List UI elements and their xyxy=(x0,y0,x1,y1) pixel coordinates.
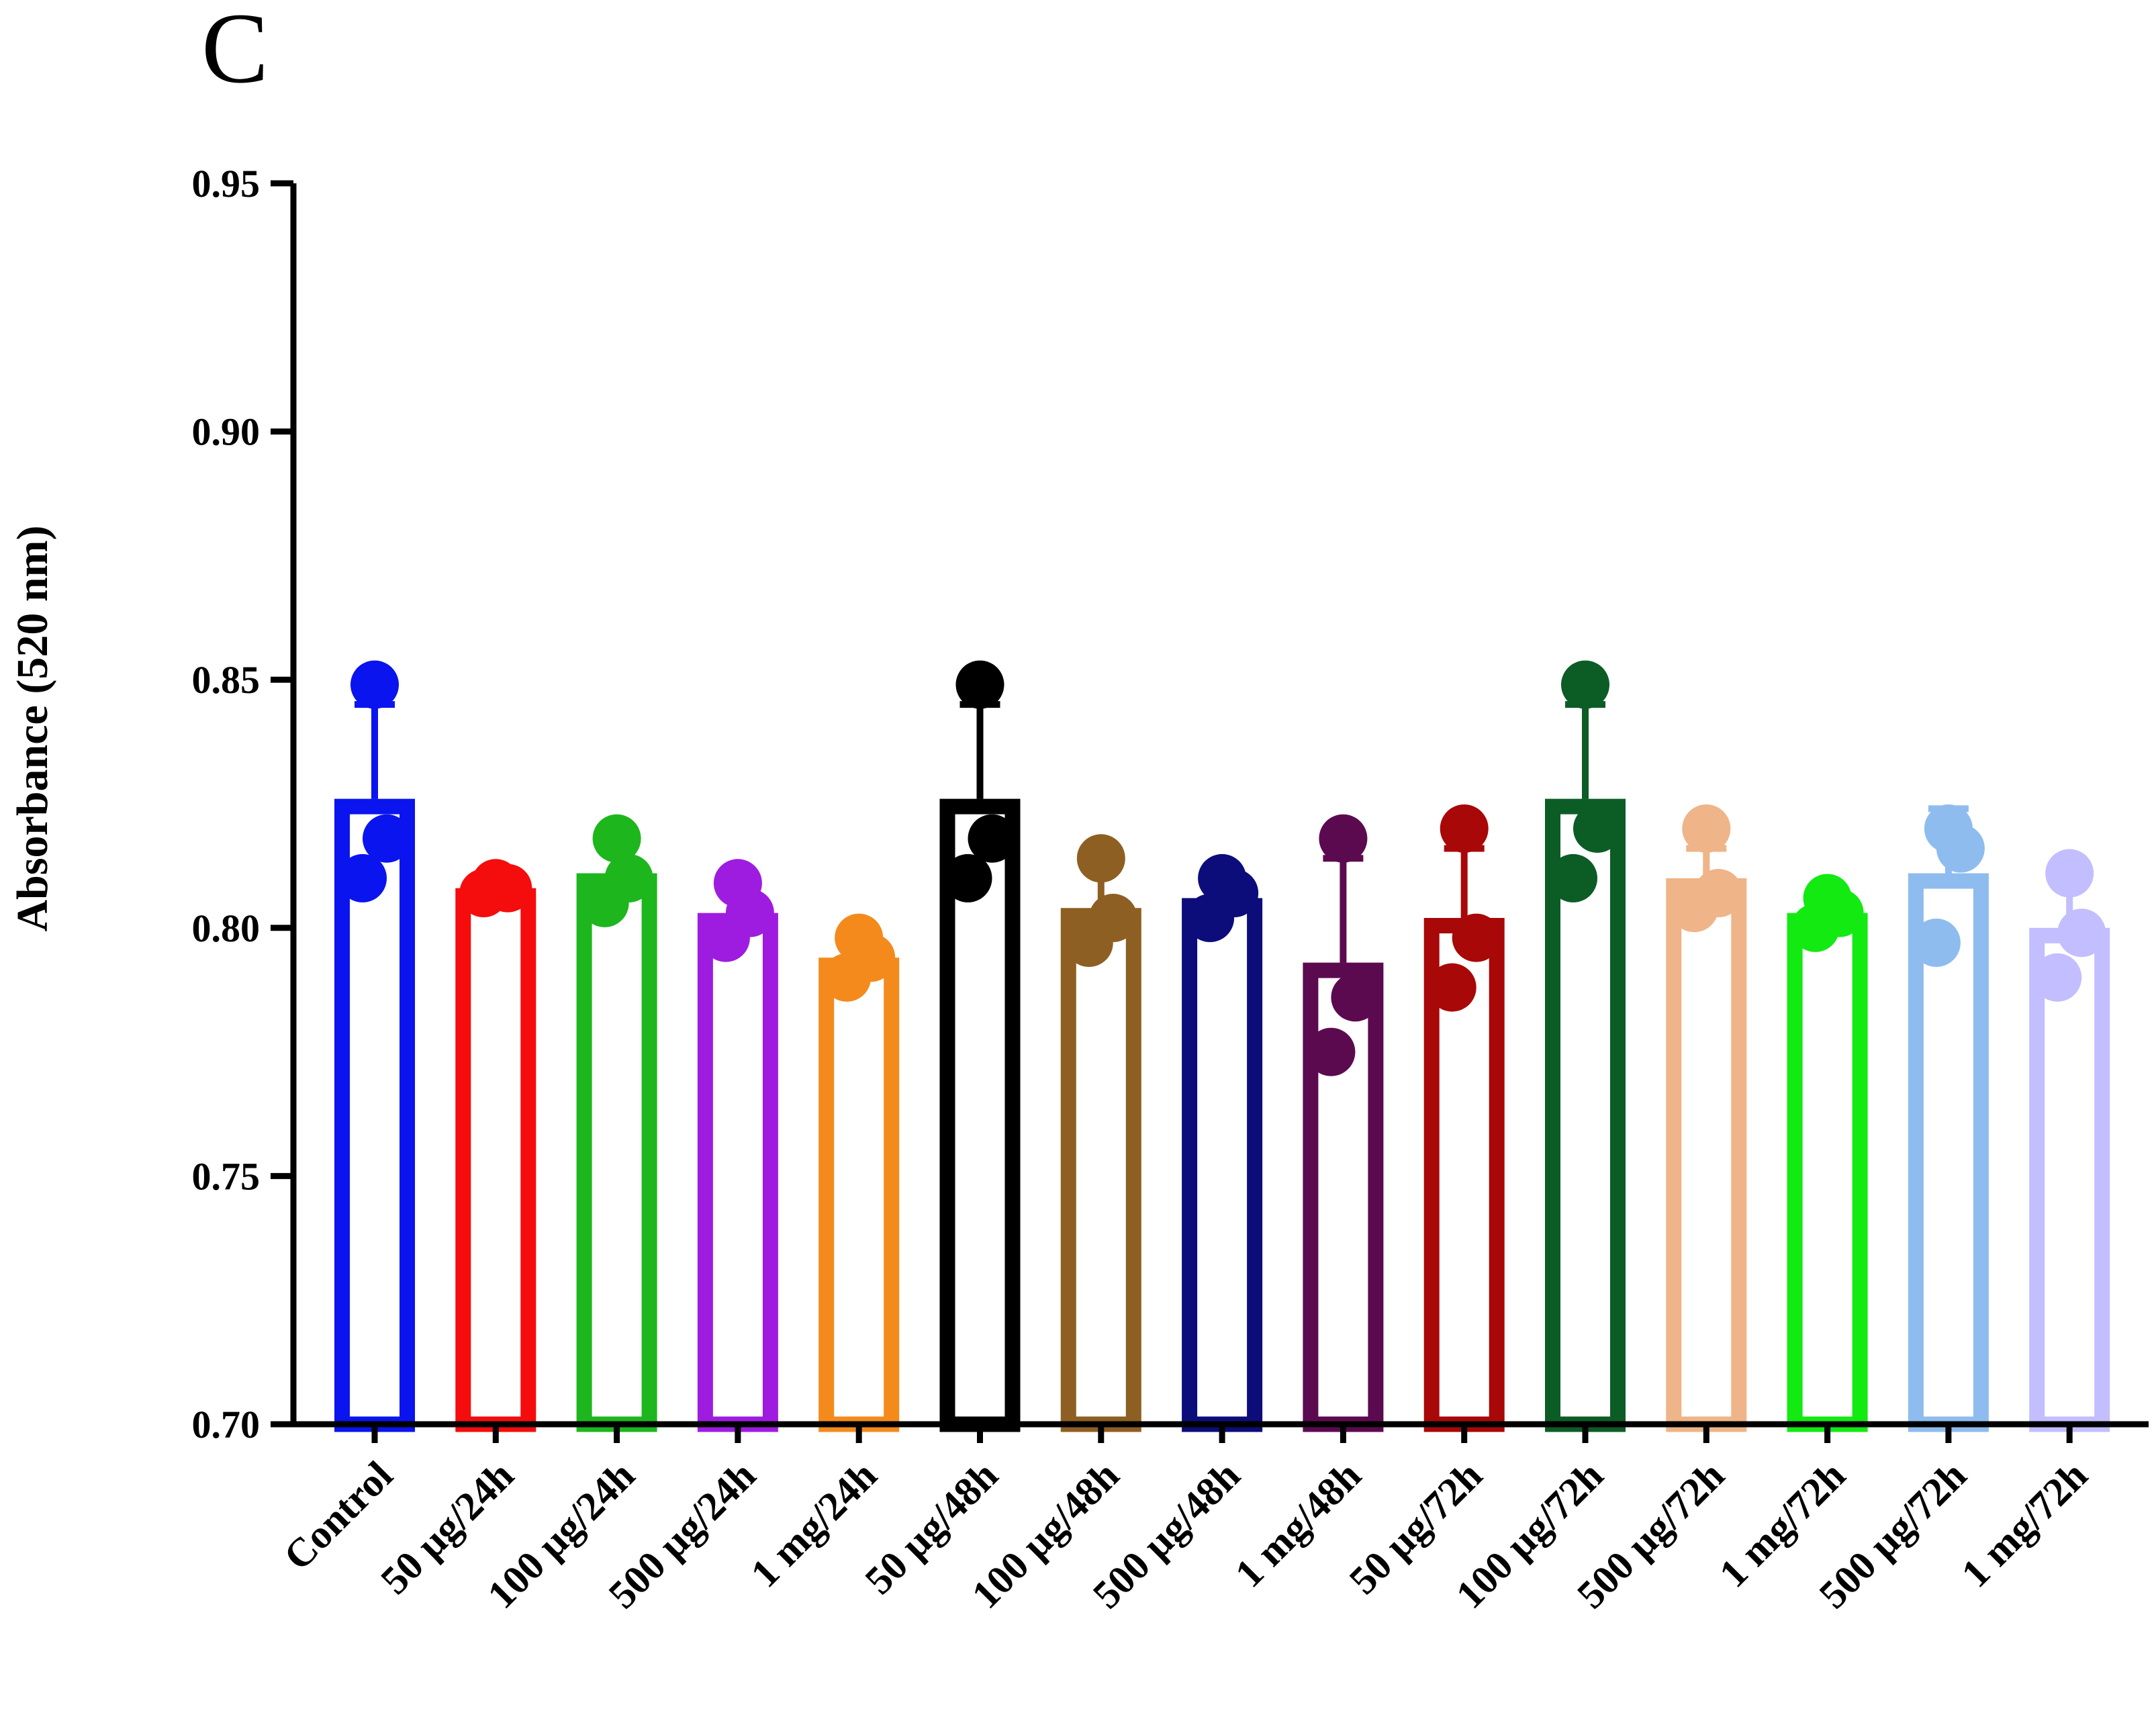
data-point-0-1 xyxy=(338,853,387,902)
bar-5 xyxy=(939,798,1021,1432)
bar-14 xyxy=(2029,927,2110,1432)
bar-2 xyxy=(576,873,657,1432)
data-point-13-1 xyxy=(1912,918,1961,967)
data-point-13-2 xyxy=(1936,824,1985,873)
bar-6 xyxy=(1060,908,1141,1432)
data-points-layer xyxy=(338,660,2106,1076)
y-tick-label-1: 0.75 xyxy=(192,1154,261,1198)
y-tick-label-5: 0.95 xyxy=(192,162,261,205)
data-point-9-0 xyxy=(1440,804,1489,853)
data-point-0-0 xyxy=(350,660,399,709)
data-point-8-1 xyxy=(1307,1027,1356,1076)
data-point-5-0 xyxy=(955,660,1004,709)
data-point-10-1 xyxy=(1549,853,1597,902)
bar-11 xyxy=(1666,878,1747,1432)
x-tick-label-0: Control xyxy=(275,1453,401,1579)
data-point-11-0 xyxy=(1682,804,1731,853)
y-tick-label-2: 0.80 xyxy=(192,907,261,950)
data-point-5-1 xyxy=(943,853,992,902)
y-tick-label-0: 0.70 xyxy=(192,1403,261,1446)
data-point-0-2 xyxy=(363,814,411,863)
data-point-14-1 xyxy=(2033,953,2082,1002)
data-point-8-2 xyxy=(1331,973,1380,1022)
bar-7 xyxy=(1182,898,1263,1432)
data-point-4-2 xyxy=(847,933,896,982)
data-point-7-2 xyxy=(1210,869,1259,918)
data-point-3-2 xyxy=(725,888,774,937)
data-point-9-1 xyxy=(1427,963,1477,1012)
y-tick-label-3: 0.85 xyxy=(192,658,261,702)
data-point-6-2 xyxy=(1088,894,1137,943)
bar-1 xyxy=(455,888,536,1432)
x-tick-label-14: 1 mg/72h xyxy=(1953,1453,2096,1596)
data-point-12-2 xyxy=(1815,888,1864,937)
data-point-10-0 xyxy=(1561,660,1609,709)
bar-12 xyxy=(1787,913,1868,1432)
data-point-2-0 xyxy=(592,814,641,863)
y-tick-label-4: 0.90 xyxy=(192,410,261,454)
data-point-11-2 xyxy=(1694,869,1743,918)
bar-4 xyxy=(818,958,900,1432)
data-point-1-2 xyxy=(483,864,532,913)
data-point-14-2 xyxy=(2057,909,2106,958)
data-point-9-2 xyxy=(1452,913,1501,962)
y-axis-label: Absorbance (520 nm) xyxy=(8,526,57,932)
data-point-10-2 xyxy=(1573,804,1622,853)
data-point-8-0 xyxy=(1319,814,1368,863)
data-point-6-0 xyxy=(1076,834,1125,883)
bar-3 xyxy=(697,913,778,1432)
panel-label: C xyxy=(201,0,269,104)
data-point-5-2 xyxy=(968,814,1017,863)
data-point-2-2 xyxy=(604,853,653,902)
data-point-14-0 xyxy=(2045,849,2094,898)
